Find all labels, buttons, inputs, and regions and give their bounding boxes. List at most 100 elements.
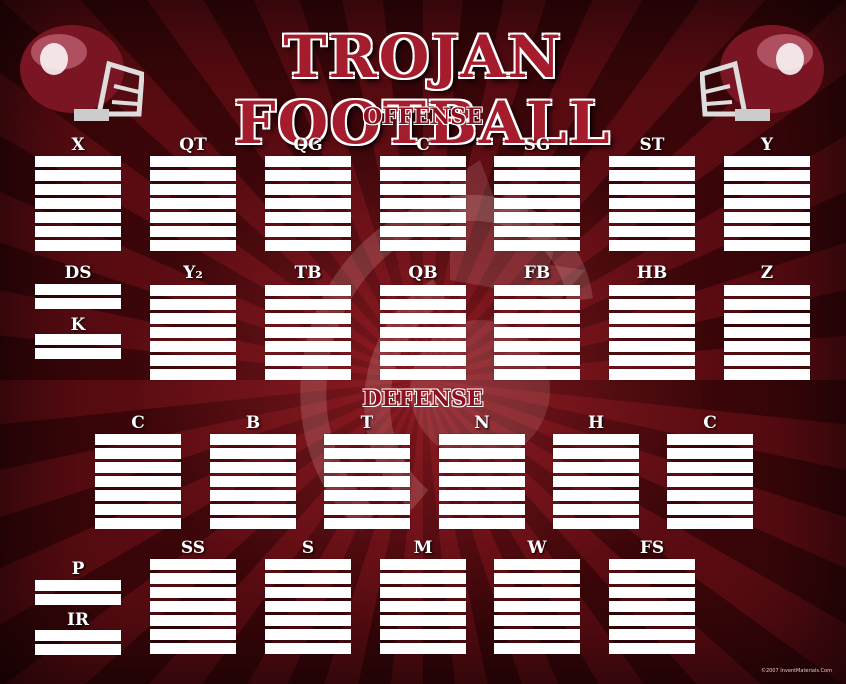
roster-line[interactable] (265, 170, 351, 181)
roster-line[interactable] (380, 226, 466, 237)
roster-line[interactable] (210, 462, 296, 473)
roster-line[interactable] (609, 212, 695, 223)
depth-lines-c-left[interactable] (95, 434, 181, 532)
roster-line[interactable] (150, 327, 236, 338)
roster-line[interactable] (494, 341, 580, 352)
roster-line[interactable] (609, 240, 695, 251)
roster-line[interactable] (380, 170, 466, 181)
roster-line[interactable] (35, 184, 121, 195)
roster-line[interactable] (265, 198, 351, 209)
roster-line[interactable] (150, 355, 236, 366)
roster-line[interactable] (667, 462, 753, 473)
roster-line[interactable] (210, 504, 296, 515)
roster-line[interactable] (609, 601, 695, 612)
depth-lines-qt[interactable] (150, 156, 236, 254)
roster-line[interactable] (35, 348, 121, 359)
depth-lines-c-right[interactable] (667, 434, 753, 532)
depth-lines-h[interactable] (553, 434, 639, 532)
roster-line[interactable] (439, 462, 525, 473)
roster-line[interactable] (494, 355, 580, 366)
roster-line[interactable] (553, 504, 639, 515)
roster-line[interactable] (724, 156, 810, 167)
roster-line[interactable] (35, 298, 121, 309)
roster-line[interactable] (210, 490, 296, 501)
roster-line[interactable] (609, 587, 695, 598)
roster-line[interactable] (265, 313, 351, 324)
roster-line[interactable] (609, 313, 695, 324)
roster-line[interactable] (439, 490, 525, 501)
depth-lines-m[interactable] (380, 559, 466, 657)
roster-line[interactable] (95, 476, 181, 487)
roster-line[interactable] (265, 573, 351, 584)
roster-line[interactable] (553, 434, 639, 445)
roster-line[interactable] (609, 355, 695, 366)
roster-line[interactable] (265, 212, 351, 223)
depth-lines-t[interactable] (324, 434, 410, 532)
roster-line[interactable] (380, 240, 466, 251)
roster-line[interactable] (494, 369, 580, 380)
depth-lines-ss[interactable] (150, 559, 236, 657)
roster-line[interactable] (380, 184, 466, 195)
depth-lines-b[interactable] (210, 434, 296, 532)
depth-lines-st[interactable] (609, 156, 695, 254)
roster-line[interactable] (494, 327, 580, 338)
roster-line[interactable] (609, 198, 695, 209)
roster-line[interactable] (150, 615, 236, 626)
roster-line[interactable] (35, 156, 121, 167)
roster-line[interactable] (609, 285, 695, 296)
roster-line[interactable] (380, 313, 466, 324)
roster-line[interactable] (494, 285, 580, 296)
roster-line[interactable] (724, 198, 810, 209)
roster-line[interactable] (35, 226, 121, 237)
roster-line[interactable] (265, 299, 351, 310)
roster-line[interactable] (95, 518, 181, 529)
roster-line[interactable] (380, 299, 466, 310)
roster-line[interactable] (380, 559, 466, 570)
roster-line[interactable] (439, 434, 525, 445)
roster-line[interactable] (494, 198, 580, 209)
roster-line[interactable] (609, 156, 695, 167)
roster-line[interactable] (324, 448, 410, 459)
roster-line[interactable] (724, 226, 810, 237)
depth-lines-n[interactable] (439, 434, 525, 532)
roster-line[interactable] (150, 629, 236, 640)
depth-lines-y[interactable] (724, 156, 810, 254)
roster-line[interactable] (494, 643, 580, 654)
depth-lines-fs[interactable] (609, 559, 695, 657)
roster-line[interactable] (494, 601, 580, 612)
roster-line[interactable] (35, 198, 121, 209)
roster-line[interactable] (553, 448, 639, 459)
roster-line[interactable] (724, 355, 810, 366)
roster-line[interactable] (494, 240, 580, 251)
depth-lines-z[interactable] (724, 285, 810, 383)
roster-line[interactable] (494, 226, 580, 237)
roster-line[interactable] (609, 573, 695, 584)
roster-line[interactable] (35, 594, 121, 605)
roster-line[interactable] (609, 643, 695, 654)
roster-line[interactable] (324, 504, 410, 515)
roster-line[interactable] (494, 212, 580, 223)
roster-line[interactable] (380, 341, 466, 352)
roster-line[interactable] (265, 615, 351, 626)
roster-line[interactable] (265, 629, 351, 640)
roster-line[interactable] (380, 355, 466, 366)
roster-line[interactable] (265, 369, 351, 380)
roster-line[interactable] (609, 341, 695, 352)
roster-line[interactable] (210, 448, 296, 459)
roster-line[interactable] (324, 434, 410, 445)
roster-line[interactable] (380, 369, 466, 380)
roster-line[interactable] (380, 615, 466, 626)
roster-line[interactable] (609, 226, 695, 237)
roster-line[interactable] (667, 448, 753, 459)
roster-line[interactable] (380, 573, 466, 584)
roster-line[interactable] (667, 504, 753, 515)
depth-lines-p[interactable] (35, 580, 121, 608)
roster-line[interactable] (265, 156, 351, 167)
roster-line[interactable] (150, 341, 236, 352)
roster-line[interactable] (35, 580, 121, 591)
roster-line[interactable] (150, 313, 236, 324)
depth-lines-k[interactable] (35, 334, 121, 362)
depth-lines-qb[interactable] (380, 285, 466, 383)
roster-line[interactable] (380, 327, 466, 338)
roster-line[interactable] (150, 587, 236, 598)
